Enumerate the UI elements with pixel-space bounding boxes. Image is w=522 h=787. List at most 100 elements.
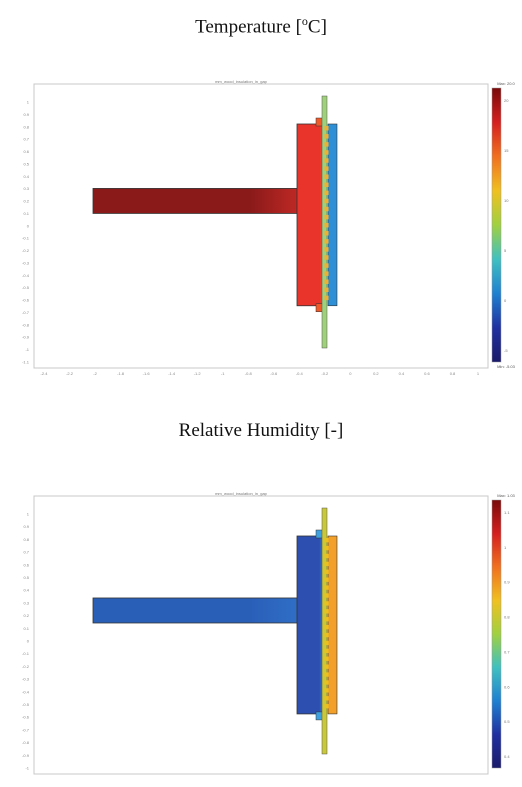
y-tick-label: -0.3 (22, 260, 30, 265)
y-tick-label: -0.8 (22, 740, 30, 745)
degree-symbol: o (301, 14, 308, 28)
stud-segment (324, 239, 329, 244)
stud-segment (324, 569, 329, 574)
stud-segment (324, 126, 329, 131)
y-tick-label: 0.7 (23, 137, 29, 142)
colorbar-tick-label: 10 (504, 198, 509, 203)
humidity-plot-panel: mm_wood_insulation_in_gap 1 0.9 0.8 0.7 0.6 0.… (0, 488, 522, 782)
colorbar-min-label: Min: -5.03 (497, 364, 516, 369)
y-tick-label: 0.9 (23, 112, 29, 117)
y-tick-label: 0.8 (23, 124, 29, 129)
colorbar-tick-label: 1.1 (504, 510, 510, 515)
stud-segment (324, 142, 329, 147)
x-tick-label: -0.6 (270, 371, 278, 376)
colorbar-max-label: Max: 1.03 (497, 493, 515, 498)
stud-segment (324, 648, 329, 654)
y-tick-label: 0.7 (23, 550, 29, 555)
plot-frame (33, 495, 489, 775)
x-tick-label: -1 (221, 371, 225, 376)
y-tick-label: 1 (27, 512, 30, 517)
x-tick-label: 0.6 (424, 371, 430, 376)
stud-segment (324, 190, 329, 196)
y-tick-label: -0.5 (22, 285, 30, 290)
x-tick-label: -0.2 (321, 371, 329, 376)
y-tick-label: -0.6 (22, 298, 30, 303)
stud-segment (324, 222, 329, 228)
humidity-caption: Relative Humidity [-] (178, 420, 344, 441)
stud-segment (324, 174, 329, 179)
stud-segment (324, 680, 329, 685)
stud-segment (324, 206, 329, 212)
temperature-caption-prefix: Temperature [ (195, 16, 302, 38)
temperature-plot: mm_wood_insulation_in_gap 1 0.9 0.8 0.7 0.6 0.… (22, 79, 516, 376)
y-tick-label: -1 (25, 766, 29, 771)
y-tick-label: -0.9 (22, 335, 30, 340)
colorbar-tick-label: 0.6 (504, 684, 510, 689)
wall-block-domain (296, 535, 326, 715)
y-tick-label: 0.8 (23, 537, 29, 542)
y-tick-label: -0.2 (22, 664, 30, 669)
stud-segment (324, 247, 329, 252)
plot-title: mm_wood_insulation_in_gap (215, 491, 268, 496)
y-tick-label: 0.6 (23, 149, 29, 154)
colorbar-tick-label: 0.4 (504, 754, 510, 759)
x-tick-label: 0.4 (399, 371, 405, 376)
y-tick-label: -0.5 (22, 702, 30, 707)
stud-segment (324, 704, 329, 709)
x-tick-label: -1.6 (143, 371, 151, 376)
colorbar-tick-label: 1 (504, 545, 507, 550)
stud-segment (324, 609, 329, 614)
stud-segment (324, 538, 329, 543)
beam-domain (92, 597, 304, 624)
y-tick-label: -0.1 (22, 651, 30, 656)
y-tick-label: 0 (27, 639, 30, 644)
colorbar (491, 87, 502, 363)
x-tick-label: -1.4 (168, 371, 176, 376)
y-tick-label: -0.1 (22, 236, 30, 241)
stud-segment (324, 134, 329, 139)
stud-segment (324, 672, 329, 677)
y-tick-label: -0.7 (22, 727, 30, 732)
y-tick-label: -0.9 (22, 753, 30, 758)
inner-layer-domain (327, 535, 338, 715)
y-tick-label: -0.2 (22, 248, 30, 253)
beam-domain (92, 188, 304, 214)
y-tick-label: 0.1 (23, 626, 29, 631)
x-tick-label: -1.2 (194, 371, 202, 376)
stud-segment (324, 287, 329, 293)
x-tick-label: -2 (93, 371, 97, 376)
stud-segment (324, 263, 329, 268)
y-tick-label: -0.4 (22, 689, 30, 694)
stud-segment (324, 664, 329, 669)
stud-segment (324, 166, 329, 171)
y-tick-label: 1 (27, 100, 30, 105)
colorbar-tick-label: 0.8 (504, 615, 510, 620)
colorbar-tick-label: 0.7 (504, 649, 510, 654)
x-tick-label: 0.2 (373, 371, 379, 376)
stud-segment (324, 561, 329, 567)
stud-segment (324, 255, 329, 260)
y-tick-label: -1.1 (22, 360, 30, 365)
x-tick-label: 1 (477, 371, 480, 376)
stud-segment (324, 688, 329, 693)
stud-segment (324, 640, 329, 646)
y-tick-label: 0.2 (23, 613, 29, 618)
temperature-caption-suffix: C] (307, 16, 327, 38)
y-tick-label: 0.9 (23, 524, 29, 529)
colorbar-tick-label: -5 (504, 348, 508, 353)
x-tick-label: -0.8 (245, 371, 253, 376)
colorbar (491, 499, 502, 769)
y-tick-label: -0.8 (22, 322, 30, 327)
stud-segment (324, 585, 329, 590)
colorbar-tick-label: 0 (504, 298, 507, 303)
colorbar-tick-label: 0.5 (504, 719, 510, 724)
stud-segment (324, 632, 329, 638)
stud-segment (324, 214, 329, 220)
x-tick-label: -1.8 (117, 371, 125, 376)
y-tick-label: 0.2 (23, 199, 29, 204)
colorbar-tick-label: 5 (504, 248, 507, 253)
y-tick-label: 0.5 (23, 161, 29, 166)
colorbar-tick-label: 0.9 (504, 580, 510, 585)
stud-segment (324, 593, 329, 598)
facade-board-domain (321, 507, 328, 755)
